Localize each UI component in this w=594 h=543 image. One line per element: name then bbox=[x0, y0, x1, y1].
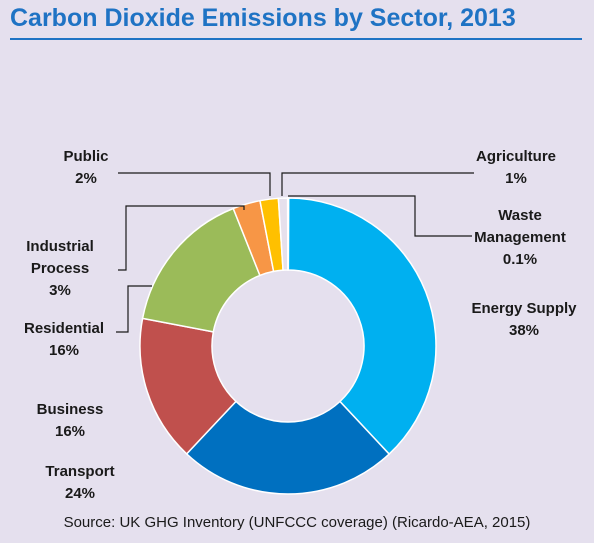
label-transport-line-2: 24% bbox=[65, 485, 95, 502]
label-industrial-process-line-3: 3% bbox=[49, 282, 71, 299]
label-public-line-2: 2% bbox=[75, 170, 97, 187]
label-business-line-2: 16% bbox=[55, 423, 85, 440]
chart-title: Carbon Dioxide Emissions by Sector, 2013 bbox=[10, 4, 516, 32]
title-underline bbox=[10, 38, 582, 40]
slice-energy-supply bbox=[287, 197, 437, 456]
source-note: Source: UK GHG Inventory (UNFCCC coverag… bbox=[63, 514, 531, 531]
label-residential-line-2: 16% bbox=[49, 342, 79, 359]
label-industrial-process-line-1: Industrial bbox=[26, 238, 94, 255]
label-transport-line-1: Transport bbox=[45, 463, 114, 480]
leader-line-agriculture bbox=[281, 172, 474, 196]
label-industrial-process-line-2: Process bbox=[31, 260, 89, 277]
label-energy-supply-line-1: Energy Supply bbox=[471, 300, 577, 317]
label-waste-management-line-3: 0.1% bbox=[503, 251, 537, 268]
label-waste-management-line-1: Waste bbox=[498, 207, 542, 224]
label-residential-line-1: Residential bbox=[24, 320, 104, 337]
label-public-line-1: Public bbox=[63, 148, 108, 165]
label-agriculture-line-1: Agriculture bbox=[476, 148, 556, 165]
slice-transport bbox=[185, 400, 391, 495]
label-energy-supply-line-2: 38% bbox=[509, 322, 539, 339]
leader-line-industrial-process bbox=[118, 205, 245, 271]
leader-line-public bbox=[118, 172, 271, 196]
slice-waste-management bbox=[286, 197, 290, 271]
label-business-line-1: Business bbox=[37, 401, 104, 418]
leader-line-waste-management bbox=[288, 195, 472, 237]
label-agriculture-line-2: 1% bbox=[505, 170, 527, 187]
label-waste-management-line-2: Management bbox=[474, 229, 566, 246]
slices-group bbox=[139, 197, 437, 495]
donut-chart: Energy Supply 38% Transport 24% Business 16% R… bbox=[24, 148, 577, 502]
leader-line-residential bbox=[116, 285, 152, 333]
labels-group: Energy Supply 38% Transport 24% Business 16% R… bbox=[24, 148, 577, 502]
leader-lines-group bbox=[116, 172, 474, 333]
